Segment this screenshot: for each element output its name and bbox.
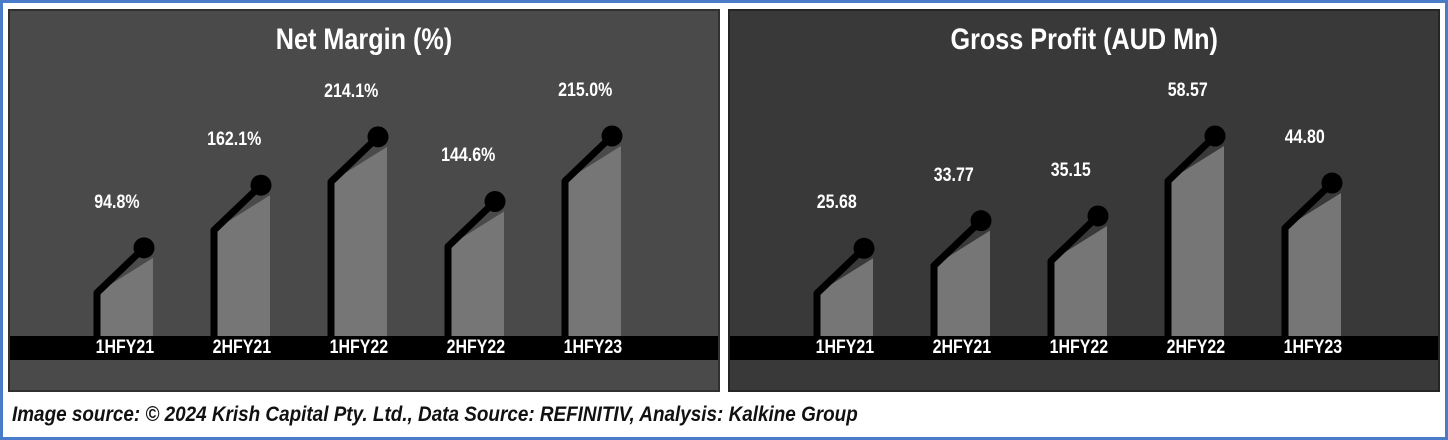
x-axis-label: 1HFY23 (533, 336, 653, 360)
chart-panel-gross-profit: Gross Profit (AUD Mn) 1HFY21 2HFY21 1HFY22… (728, 9, 1440, 392)
x-axis-label: 2HFY22 (416, 336, 536, 360)
bar-apex-dot (1321, 172, 1343, 194)
x-axis-label-text: 2HFY21 (932, 337, 992, 358)
x-axis-label: 1HFY21 (65, 336, 185, 360)
data-label-text: 33.77 (934, 164, 974, 186)
data-label-text: 35.15 (1051, 159, 1091, 181)
x-axis-label-text: 2HFY21 (212, 337, 272, 358)
chart-panel-net-margin: Net Margin (%) 1HFY21 2HFY21 1HFY22 2HFY22 1… (8, 9, 720, 392)
net-margin-bars-plot (93, 125, 623, 339)
bar-fill (934, 230, 990, 336)
bar-fill (448, 211, 504, 336)
x-axis-label-text: 1HFY23 (1283, 337, 1343, 358)
bar-outline (1047, 213, 1101, 339)
data-label: 58.57 (1128, 80, 1248, 102)
bar-fill (97, 257, 153, 336)
data-label-text: 162.1% (206, 129, 262, 151)
x-axis-band: 1HFY21 2HFY21 1HFY22 2HFY22 1HFY23 (10, 336, 718, 360)
data-label: 144.6% (408, 145, 528, 167)
bar-outline (327, 134, 381, 339)
gross-profit-bars-plot (813, 125, 1343, 339)
bar-apex-dot (601, 125, 623, 147)
bar-fill (1051, 225, 1107, 336)
chart-title: Gross Profit (AUD Mn) (730, 23, 1438, 57)
data-label-text: 215.0% (557, 80, 613, 101)
data-label-text: 25.68 (817, 192, 857, 214)
bar-apex-dot (133, 237, 155, 259)
bar-outline (1164, 133, 1218, 339)
x-axis-label: 1HFY22 (299, 336, 419, 360)
bar-outline (813, 245, 867, 339)
x-axis-label-text: 1HFY22 (329, 337, 389, 358)
x-axis-label-text: 1HFY21 (815, 337, 875, 358)
chart-title-text: Net Margin (%) (275, 23, 453, 56)
bar-fill (1168, 146, 1224, 336)
bar-fill (817, 258, 873, 336)
chart-title: Net Margin (%) (10, 23, 718, 57)
x-axis-label-text: 2HFY22 (446, 337, 506, 358)
x-axis-label: 2HFY21 (182, 336, 302, 360)
bar-apex-dot (367, 126, 389, 148)
x-axis-label-text: 2HFY22 (1166, 337, 1226, 358)
chart-title-text: Gross Profit (AUD Mn) (950, 23, 1218, 56)
bar-apex-dot (250, 174, 272, 196)
x-axis-label: 2HFY21 (902, 336, 1022, 360)
data-label: 44.80 (1245, 127, 1365, 149)
bar-outline (444, 198, 498, 339)
data-label: 35.15 (1011, 160, 1131, 182)
data-label: 25.68 (777, 192, 897, 214)
bar-fill (214, 195, 270, 336)
bar-outline (930, 218, 984, 339)
data-label: 94.8% (57, 192, 177, 214)
data-label: 215.0% (525, 80, 645, 102)
data-label: 33.77 (894, 165, 1014, 187)
data-label-text: 94.8% (94, 191, 140, 213)
x-axis-band: 1HFY21 2HFY21 1HFY22 2HFY22 1HFY23 (730, 336, 1438, 360)
bar-fill (331, 146, 387, 336)
data-label: 162.1% (174, 129, 294, 151)
bar-apex-dot (970, 210, 992, 232)
x-axis-label-text: 1HFY23 (563, 337, 623, 358)
x-axis-label-text: 1HFY21 (95, 337, 155, 358)
data-label-text: 214.1% (323, 80, 379, 102)
bar-outline (1281, 180, 1335, 339)
bar-outline (561, 133, 615, 339)
data-label-text: 58.57 (1168, 80, 1208, 101)
x-axis-label: 1HFY21 (785, 336, 905, 360)
bar-apex-dot (484, 190, 506, 212)
footer-caption: Image source: © 2024 Krish Capital Pty. … (3, 392, 1445, 437)
bar-outline (210, 182, 264, 339)
bar-apex-dot (1087, 205, 1109, 227)
x-axis-label: 2HFY22 (1136, 336, 1256, 360)
x-axis-label: 1HFY23 (1253, 336, 1373, 360)
data-label: 214.1% (291, 81, 411, 103)
data-label-text: 44.80 (1285, 127, 1325, 149)
source-text: Image source: © 2024 Krish Capital Pty. … (12, 402, 858, 426)
data-label-text: 144.6% (440, 145, 496, 167)
bar-apex-dot (1204, 125, 1226, 147)
x-axis-label-text: 1HFY22 (1049, 337, 1109, 358)
bar-fill (565, 146, 621, 336)
x-axis-label: 1HFY22 (1019, 336, 1139, 360)
bar-fill (1285, 193, 1341, 336)
bar-apex-dot (853, 237, 875, 259)
bar-outline (93, 245, 147, 339)
charts-row: Net Margin (%) 1HFY21 2HFY21 1HFY22 2HFY22 1… (3, 3, 1445, 392)
